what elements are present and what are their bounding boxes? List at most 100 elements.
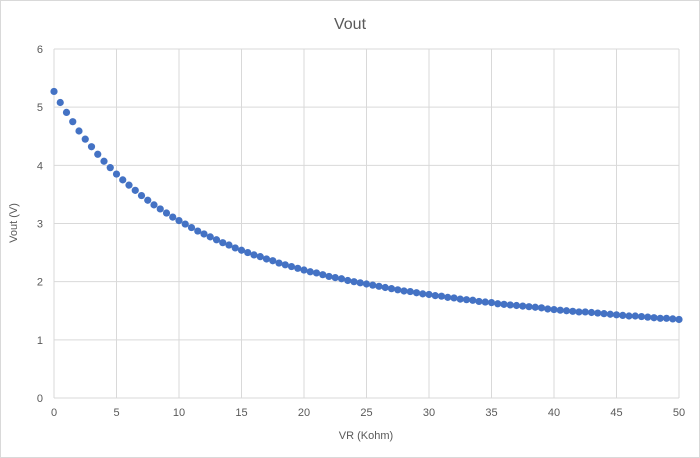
data-point — [531, 303, 539, 311]
data-point — [431, 292, 439, 300]
data-point — [575, 308, 583, 316]
data-point — [500, 300, 508, 308]
data-point — [525, 303, 533, 311]
data-point — [206, 233, 214, 241]
data-point — [400, 287, 408, 295]
data-point — [94, 150, 102, 158]
data-point — [581, 308, 589, 316]
data-point — [144, 196, 152, 204]
data-point — [187, 223, 196, 232]
data-point — [412, 289, 421, 297]
data-point — [169, 213, 177, 221]
data-point — [419, 290, 427, 298]
data-point — [444, 293, 452, 301]
y-tick-label: 2 — [37, 277, 43, 289]
gridlines — [53, 48, 680, 399]
y-tick-label: 0 — [37, 393, 43, 405]
data-point — [306, 268, 314, 276]
data-point — [281, 261, 289, 269]
y-axis-ticks: 0 1 2 3 4 5 6 — [37, 44, 43, 405]
x-tick-label: 5 — [113, 407, 119, 419]
data-point — [662, 314, 671, 322]
data-point — [319, 271, 327, 279]
data-point — [637, 312, 646, 321]
data-point — [375, 282, 383, 290]
data-point — [544, 305, 552, 313]
x-tick-label: 10 — [173, 407, 185, 419]
data-point — [250, 251, 258, 259]
data-point — [512, 301, 521, 310]
data-point — [75, 127, 83, 135]
y-tick-label: 5 — [37, 102, 43, 114]
data-point — [112, 170, 121, 178]
data-point — [131, 186, 139, 194]
data-point — [387, 285, 396, 293]
data-point — [344, 276, 352, 285]
data-point — [106, 164, 114, 172]
data-point — [125, 181, 133, 189]
data-point — [456, 295, 464, 303]
data-point — [612, 311, 621, 319]
data-point — [69, 118, 77, 126]
data-point — [262, 255, 271, 263]
data-point — [594, 309, 602, 317]
data-point — [469, 296, 477, 304]
y-axis-label: Vout (V) — [8, 203, 20, 243]
x-tick-label: 40 — [548, 407, 560, 419]
data-point — [156, 205, 164, 213]
data-point — [212, 236, 221, 244]
data-point — [625, 312, 633, 320]
data-point — [219, 239, 227, 247]
data-point — [287, 262, 296, 271]
data-point — [137, 191, 146, 200]
data-point — [569, 307, 577, 315]
data-point — [550, 305, 558, 314]
data-point — [87, 143, 96, 151]
data-point — [331, 273, 339, 282]
data-point — [631, 312, 639, 320]
data-point — [669, 315, 677, 323]
data-point — [556, 306, 564, 314]
data-point — [369, 281, 377, 289]
data-point — [237, 246, 246, 254]
data-point — [587, 308, 596, 317]
data-point — [450, 294, 458, 302]
data-point — [50, 87, 58, 96]
x-tick-label: 50 — [673, 407, 685, 419]
data-point — [56, 98, 64, 107]
x-tick-label: 20 — [298, 407, 310, 419]
data-point — [487, 299, 496, 307]
data-point — [231, 244, 239, 252]
data-point — [181, 220, 189, 228]
data-point — [619, 311, 627, 320]
data-point — [200, 230, 208, 238]
data-point — [462, 296, 471, 304]
data-point — [150, 201, 158, 209]
data-point — [437, 292, 446, 300]
data-point — [394, 286, 402, 294]
data-point — [519, 302, 527, 310]
y-tick-label: 3 — [37, 219, 43, 231]
data-point — [656, 314, 664, 322]
data-point — [244, 248, 252, 257]
data-point — [562, 307, 571, 315]
x-axis-label: VR (Kohm) — [339, 430, 393, 442]
data-point — [494, 300, 502, 308]
data-point — [269, 257, 277, 265]
data-point — [256, 253, 264, 261]
data-point — [162, 209, 171, 217]
x-tick-label: 0 — [51, 407, 57, 419]
data-point — [425, 290, 433, 299]
x-tick-label: 35 — [485, 407, 497, 419]
data-point — [356, 279, 364, 287]
data-point — [312, 269, 321, 277]
data-point — [481, 298, 489, 306]
x-tick-label: 25 — [360, 407, 372, 419]
data-point — [275, 259, 283, 267]
x-axis-ticks: 0 5 10 15 20 25 30 35 40 45 50 — [51, 407, 685, 419]
data-point — [294, 264, 302, 272]
data-point — [650, 314, 658, 322]
data-point — [537, 304, 546, 312]
data-point — [225, 241, 233, 249]
